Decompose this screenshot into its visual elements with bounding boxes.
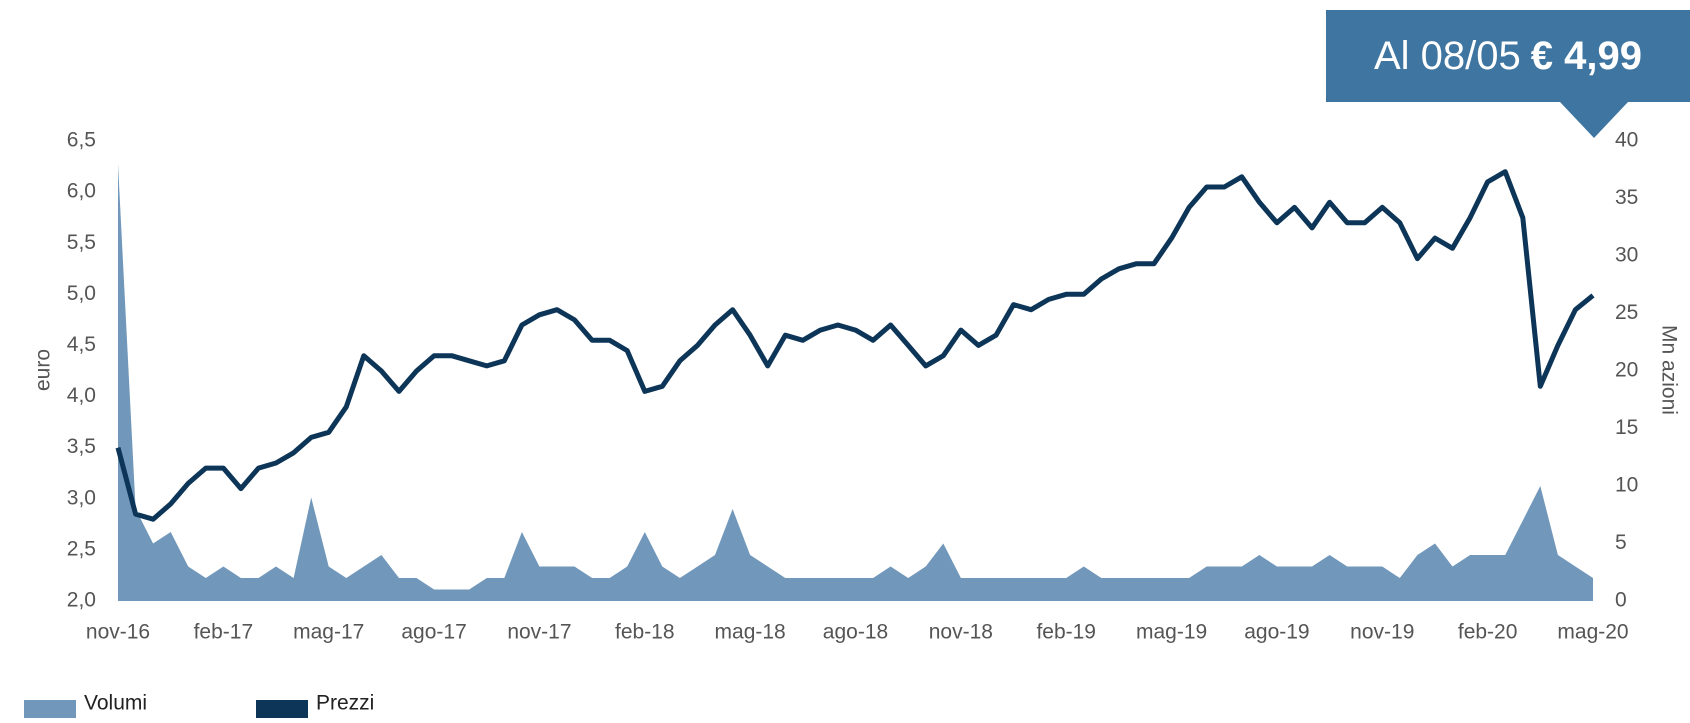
x-tick-label: mag-17 bbox=[293, 621, 364, 644]
y-tick-label: 2,5 bbox=[67, 537, 96, 560]
y-tick-label: 5,0 bbox=[67, 282, 96, 305]
y-tick-label: 6,0 bbox=[67, 180, 96, 203]
x-tick-label: mag-18 bbox=[715, 621, 786, 644]
volume-area bbox=[118, 164, 1593, 601]
price-line bbox=[115, 169, 1595, 522]
x-tick-label: feb-19 bbox=[1036, 621, 1096, 644]
x-tick-label: mag-20 bbox=[1557, 621, 1628, 644]
y2-tick-label: 15 bbox=[1615, 416, 1638, 439]
y-tick-label: 4,0 bbox=[67, 384, 96, 407]
x-tick-label: ago-17 bbox=[401, 621, 466, 644]
y-tick-label: 3,0 bbox=[67, 486, 96, 509]
x-tick-label: nov-18 bbox=[929, 621, 993, 644]
y-tick-label: 6,5 bbox=[67, 129, 96, 152]
price-badge: Al 08/05 € 4,99 bbox=[1326, 10, 1690, 102]
x-tick-label: nov-19 bbox=[1350, 621, 1414, 644]
legend-label: Volumi bbox=[84, 692, 147, 715]
y2-tick-label: 25 bbox=[1615, 301, 1638, 324]
y-tick-label: 5,5 bbox=[67, 231, 96, 254]
badge-text: Al 08/05 bbox=[1374, 33, 1521, 78]
y2-tick-label: 35 bbox=[1615, 186, 1638, 209]
y-tick-label: 4,5 bbox=[67, 333, 96, 356]
legend-label: Prezzi bbox=[316, 692, 374, 715]
x-tick-label: feb-17 bbox=[194, 621, 254, 644]
x-tick-label: feb-20 bbox=[1458, 621, 1518, 644]
x-tick-label: ago-19 bbox=[1244, 621, 1309, 644]
x-tick-label: feb-18 bbox=[615, 621, 675, 644]
badge-pointer bbox=[1560, 102, 1628, 138]
y2-tick-label: 10 bbox=[1615, 474, 1638, 497]
y2-tick-label: 5 bbox=[1615, 531, 1627, 554]
y-tick-label: 3,5 bbox=[67, 435, 96, 458]
y2-tick-label: 30 bbox=[1615, 244, 1638, 267]
badge-value: € 4,99 bbox=[1530, 33, 1642, 78]
x-tick-label: nov-17 bbox=[507, 621, 571, 644]
legend-swatch bbox=[24, 700, 76, 718]
x-tick-label: mag-19 bbox=[1136, 621, 1207, 644]
y-axis-label: euro bbox=[32, 349, 55, 391]
y2-axis-label: Mn azioni bbox=[1657, 325, 1680, 415]
y2-tick-label: 0 bbox=[1615, 589, 1627, 612]
x-tick-label: ago-18 bbox=[823, 621, 888, 644]
x-tick-label: nov-16 bbox=[86, 621, 150, 644]
y-tick-label: 2,0 bbox=[67, 589, 96, 612]
y2-tick-label: 20 bbox=[1615, 359, 1638, 382]
legend-swatch bbox=[256, 700, 308, 718]
